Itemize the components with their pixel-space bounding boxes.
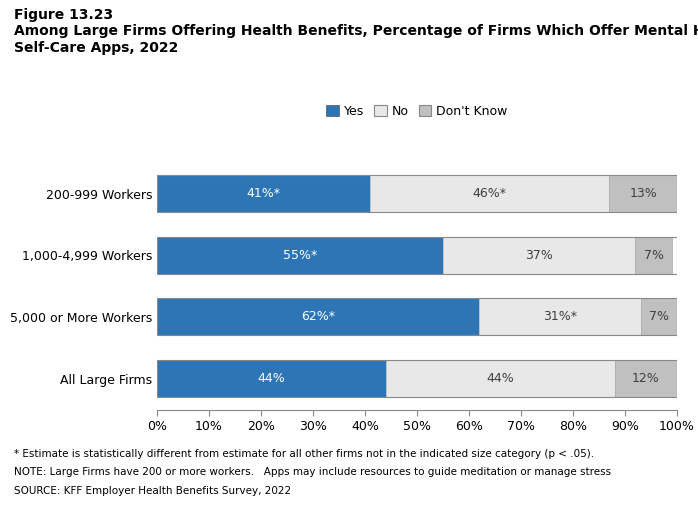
Text: Self-Care Apps, 2022: Self-Care Apps, 2022 <box>14 41 178 55</box>
Text: Figure 13.23: Figure 13.23 <box>14 8 113 22</box>
Bar <box>386 360 615 397</box>
Bar <box>641 298 677 335</box>
Text: 44%: 44% <box>258 372 285 385</box>
Bar <box>157 237 443 274</box>
Bar <box>635 237 672 274</box>
Text: 13%: 13% <box>630 187 657 200</box>
Text: 46%*: 46%* <box>473 187 507 200</box>
Text: 41%*: 41%* <box>246 187 281 200</box>
Text: 31%*: 31%* <box>543 310 577 323</box>
Bar <box>157 175 370 212</box>
Text: * Estimate is statistically different from estimate for all other firms not in t: * Estimate is statistically different fr… <box>14 449 594 459</box>
Bar <box>370 175 609 212</box>
Bar <box>157 237 677 274</box>
Text: SOURCE: KFF Employer Health Benefits Survey, 2022: SOURCE: KFF Employer Health Benefits Sur… <box>14 486 291 496</box>
Text: 7%: 7% <box>644 249 664 262</box>
Text: 62%*: 62%* <box>302 310 335 323</box>
Bar <box>480 298 641 335</box>
Text: 7%: 7% <box>649 310 669 323</box>
Text: NOTE: Large Firms have 200 or more workers.   Apps may include resources to guid: NOTE: Large Firms have 200 or more worke… <box>14 467 611 477</box>
Bar <box>615 360 677 397</box>
Text: Among Large Firms Offering Health Benefits, Percentage of Firms Which Offer Ment: Among Large Firms Offering Health Benefi… <box>14 24 698 38</box>
Legend: Yes, No, Don't Know: Yes, No, Don't Know <box>322 100 512 123</box>
Bar <box>443 237 635 274</box>
Bar <box>157 175 677 212</box>
Bar <box>157 360 677 397</box>
Bar <box>157 298 480 335</box>
Text: 55%*: 55%* <box>283 249 317 262</box>
Text: 12%: 12% <box>632 372 660 385</box>
Text: 37%: 37% <box>526 249 554 262</box>
Text: 44%: 44% <box>487 372 514 385</box>
Bar <box>157 298 677 335</box>
Bar <box>157 360 386 397</box>
Bar <box>609 175 677 212</box>
